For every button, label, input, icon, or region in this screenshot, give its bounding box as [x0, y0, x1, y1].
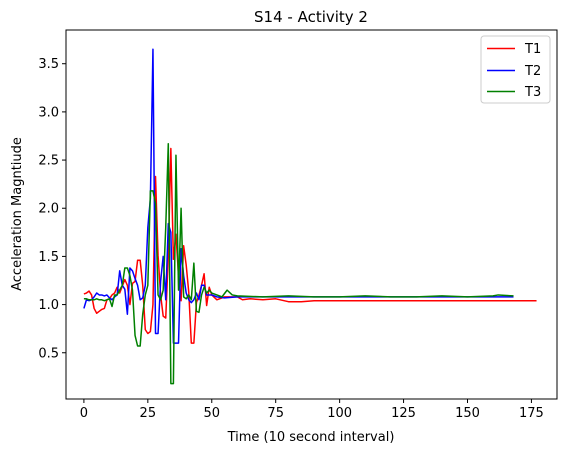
y-axis-ticks: 0.5 1.0 1.5 2.0 2.5 3.0 3.5 [38, 57, 66, 361]
series-line-t3 [83, 142, 514, 385]
y-tick-label: 3.0 [38, 105, 59, 120]
x-tick-label: 75 [267, 406, 284, 421]
series-line-t1 [83, 147, 537, 344]
x-tick-label: 175 [519, 406, 544, 421]
y-tick-label: 3.5 [38, 57, 59, 72]
legend-label-t2: T2 [524, 64, 541, 79]
y-tick-label: 1.5 [38, 250, 59, 265]
series-layer [83, 48, 537, 385]
legend-box [480, 35, 551, 104]
y-tick-label: 1.0 [38, 298, 59, 313]
x-tick-label: 100 [327, 406, 352, 421]
legend: T1 T2 T3 [480, 35, 551, 104]
x-tick-label: 50 [203, 406, 220, 421]
x-axis-label: Time (10 second interval) [227, 430, 395, 445]
y-tick-label: 2.0 [38, 202, 59, 217]
legend-label-t3: T3 [524, 85, 541, 100]
plot-frame [65, 29, 558, 400]
y-tick-label: 2.5 [38, 154, 59, 169]
x-tick-label: 0 [80, 406, 88, 421]
x-tick-label: 25 [140, 406, 157, 421]
legend-label-t1: T1 [524, 42, 541, 57]
x-axis-ticks: 0 25 50 75 100 125 150 175 [80, 399, 544, 421]
y-tick-label: 0.5 [38, 346, 59, 361]
x-tick-label: 125 [391, 406, 416, 421]
chart-title: S14 - Activity 2 [254, 8, 368, 26]
x-tick-label: 150 [455, 406, 480, 421]
y-axis-label: Acceleration Magntiude [10, 137, 25, 291]
